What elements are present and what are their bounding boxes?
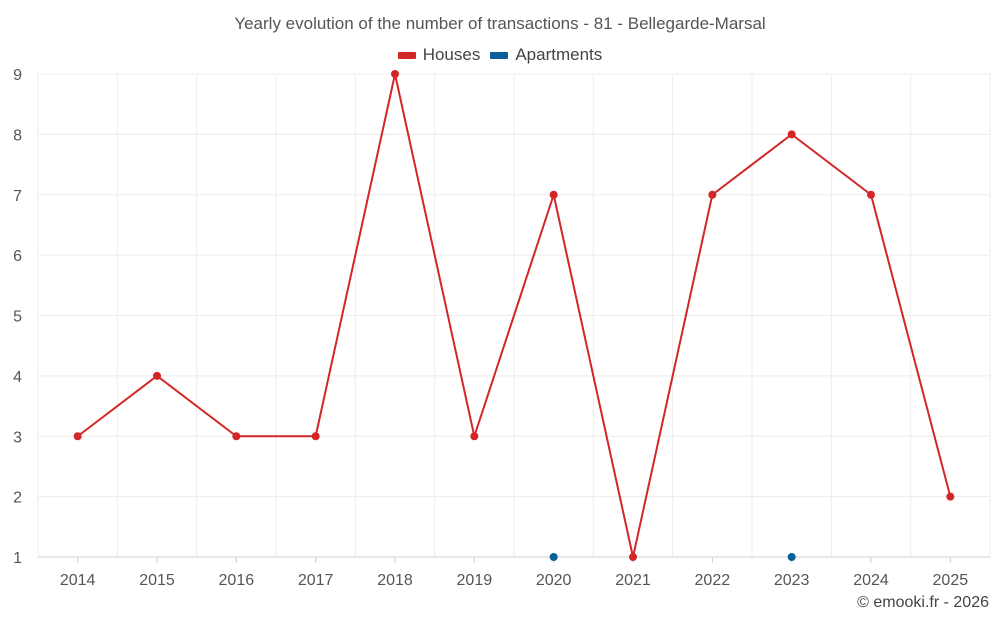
y-tick-label: 2 [13,490,22,507]
data-point-houses[interactable] [549,190,558,199]
x-tick-label: 2025 [933,572,969,589]
x-tick-label: 2020 [536,572,572,589]
data-point-houses[interactable] [311,432,320,441]
x-tick-label: 2019 [457,572,493,589]
y-tick-label: 9 [13,67,22,84]
data-point-houses[interactable] [629,553,637,561]
x-tick-label: 2017 [298,572,334,589]
y-tick-label: 7 [13,188,22,205]
x-tick-label: 2018 [377,572,413,589]
x-tick-label: 2023 [774,572,810,589]
grid-lines [37,73,991,557]
data-point-apartments[interactable] [787,553,796,561]
x-tick-label: 2022 [695,572,731,589]
axes: 1 2 3 4 5 6 7 8 9 2014 2015 2016 2017 2018 2019 2020 202… [13,67,990,589]
data-series [73,70,955,561]
data-point-houses[interactable] [153,371,161,380]
legend-item-apartments[interactable]: Apartments [490,45,602,65]
y-tick-label: 3 [13,429,22,446]
legend-swatch-apartments [490,51,509,59]
legend-label-apartments: Apartments [515,45,603,64]
legend-swatch-houses [397,51,416,59]
legend-label-houses: Houses [422,45,481,64]
legend-item-houses[interactable]: Houses [397,45,481,65]
y-tick-label: 4 [13,369,22,386]
x-tick-label: 2024 [853,572,889,589]
data-point-houses[interactable] [708,190,717,199]
x-tick-label: 2016 [219,572,255,589]
series-line-houses [77,73,952,558]
x-tick-label: 2021 [615,572,651,589]
y-tick-label: 6 [13,248,22,265]
y-tick-label: 5 [13,309,22,326]
data-point-houses[interactable] [470,432,479,441]
data-point-houses[interactable] [787,130,796,139]
x-tick-label: 2015 [139,572,175,589]
data-point-houses[interactable] [867,190,875,199]
y-tick-label: 1 [13,550,22,567]
chart-title: Yearly evolution of the number of transa… [234,14,766,33]
data-point-houses[interactable] [391,70,399,78]
chart-legend: Houses Apartments [0,45,1000,65]
data-point-houses[interactable] [946,492,955,501]
credit-text: © emooki.fr - 2026 [857,594,989,611]
x-tick-label: 2014 [60,572,96,589]
data-point-apartments[interactable] [549,553,558,561]
data-point-houses[interactable] [73,432,82,441]
y-tick-label: 8 [13,127,22,144]
data-point-houses[interactable] [232,432,241,441]
